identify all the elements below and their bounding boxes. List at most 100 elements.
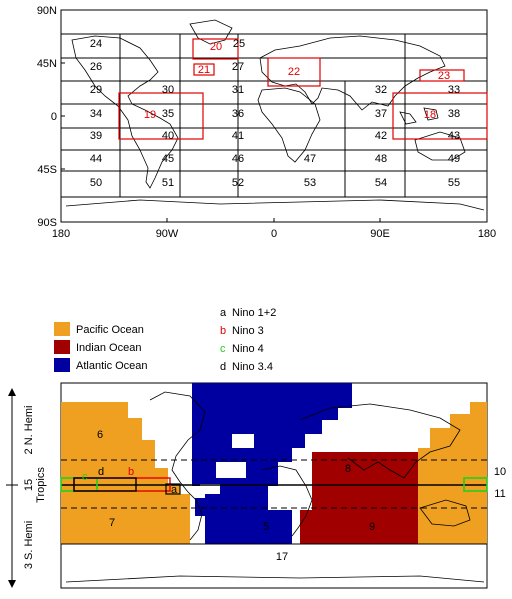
top-map-red-boxes <box>118 38 488 140</box>
legend-swatch-atlantic <box>54 358 70 372</box>
region-label: 11 <box>494 488 505 500</box>
indian-basin <box>300 452 418 544</box>
bottom-map-region-labels: 6 7 5 8 9 10 11 17 <box>97 429 506 563</box>
red-box-22 <box>267 57 321 87</box>
nino-letter-a: a <box>220 307 227 319</box>
nino-label-c: Nino 4 <box>232 343 264 355</box>
x-tick-label: 180 <box>52 228 70 240</box>
top-map-red-labels: 19 20 21 22 23 18 <box>144 41 450 121</box>
region-label: 44 <box>90 153 102 165</box>
region-label-red: 19 <box>144 109 156 121</box>
nino-label-b: Nino 3 <box>232 325 264 337</box>
nino-letter-c: c <box>220 343 226 355</box>
hemisphere-side-axis: 2 N. Hemi Tropics 15 3 S. Hemi <box>6 388 47 588</box>
y-tick-label: 90S <box>37 217 57 229</box>
region-label: 34 <box>90 108 102 120</box>
atlantic-basin <box>192 383 352 544</box>
tropics-label: Tropics <box>35 467 47 503</box>
region-label: 27 <box>232 61 244 73</box>
red-box-21 <box>193 63 215 76</box>
bottom-map-land <box>200 434 254 494</box>
region-label: 33 <box>448 84 460 96</box>
side-arrow-up <box>8 388 16 396</box>
top-map-ticks <box>60 9 488 223</box>
top-map-coastlines <box>65 19 485 211</box>
region-label: 54 <box>375 177 387 189</box>
region-label-red: 23 <box>438 70 450 82</box>
top-map-x-axis: 180 90W 0 90E 180 <box>52 228 496 240</box>
box-letter-a: a <box>171 484 178 496</box>
region-label: 51 <box>162 177 174 189</box>
region-label: 7 <box>109 517 115 529</box>
region-label: 26 <box>90 61 102 73</box>
red-box-23 <box>419 69 465 82</box>
legend-swatch-pacific <box>54 322 70 336</box>
x-tick-label: 90W <box>156 228 179 240</box>
region-label: 10 <box>494 466 506 478</box>
top-map-y-axis: 90N 45N 0 45S 90S <box>37 5 57 229</box>
region-label: 42 <box>375 130 387 142</box>
tropics-number: 15 <box>23 479 35 491</box>
region-label: 24 <box>90 38 102 50</box>
region-label-red: 22 <box>288 66 300 78</box>
region-label: 30 <box>162 84 174 96</box>
region-label: 48 <box>375 153 387 165</box>
legend-label-atlantic: Atlantic Ocean <box>76 360 148 372</box>
region-label: 52 <box>232 177 244 189</box>
region-label: 36 <box>232 108 244 120</box>
box-letter-c: c <box>82 471 88 483</box>
region-label-red: 18 <box>424 109 436 121</box>
nino4-box-east <box>463 477 488 492</box>
region-label: 9 <box>369 521 375 533</box>
side-arrow-down <box>8 580 16 588</box>
x-tick-label: 0 <box>271 228 277 240</box>
region-label: 17 <box>276 551 288 563</box>
region-label: 50 <box>90 177 102 189</box>
north-hemi-label: 2 N. Hemi <box>23 406 35 455</box>
red-box-19 <box>118 92 204 140</box>
nino12-box <box>165 483 181 495</box>
region-label: 55 <box>448 177 460 189</box>
y-tick-label: 0 <box>51 111 57 123</box>
region-label: 39 <box>90 130 102 142</box>
bottom-map: a b c d 6 7 5 8 9 10 11 17 <box>60 382 506 589</box>
x-tick-label: 180 <box>478 228 496 240</box>
region-label: 35 <box>162 108 174 120</box>
y-tick-label: 45N <box>37 58 57 70</box>
box-letter-b: b <box>128 466 134 478</box>
region-label: 49 <box>448 153 460 165</box>
region-label: 29 <box>90 84 102 96</box>
region-label: 45 <box>162 153 174 165</box>
region-label: 46 <box>232 153 244 165</box>
region-label: 5 <box>263 521 269 533</box>
region-label-red: 21 <box>198 64 210 76</box>
nino34-box <box>73 477 137 492</box>
nino-label-a: Nino 1+2 <box>232 307 276 319</box>
nino-legend: a Nino 1+2 b Nino 3 c Nino 4 d Nino 3.4 <box>220 307 276 373</box>
region-label: 8 <box>345 463 351 475</box>
region-label-red: 20 <box>210 41 222 53</box>
region-label: 38 <box>448 108 460 120</box>
region-label: 25 <box>233 38 245 50</box>
nino-letter-b: b <box>220 325 226 337</box>
legend-swatch-indian <box>54 340 70 354</box>
region-label: 41 <box>232 130 244 142</box>
nino-label-d: Nino 3.4 <box>232 361 273 373</box>
top-map-black-labels: 24 25 26 27 29 30 31 32 33 34 35 36 37 3… <box>90 38 460 189</box>
y-tick-label: 45S <box>37 164 57 176</box>
region-label: 32 <box>375 84 387 96</box>
region-label: 43 <box>448 130 460 142</box>
region-label: 31 <box>232 84 244 96</box>
y-tick-label: 90N <box>37 5 57 17</box>
legend-label-pacific: Pacific Ocean <box>76 324 144 336</box>
red-box-20 <box>192 38 239 60</box>
red-box-18 <box>392 92 488 140</box>
region-label: 53 <box>304 177 316 189</box>
top-map: 24 25 26 27 29 30 31 32 33 34 35 36 37 3… <box>37 5 496 240</box>
bottom-map-coastlines <box>65 391 485 583</box>
south-hemi-label: 3 S. Hemi <box>23 521 35 569</box>
region-label: 6 <box>97 429 103 441</box>
box-letter-d: d <box>98 466 104 478</box>
legend-label-indian: Indian Ocean <box>76 342 141 354</box>
